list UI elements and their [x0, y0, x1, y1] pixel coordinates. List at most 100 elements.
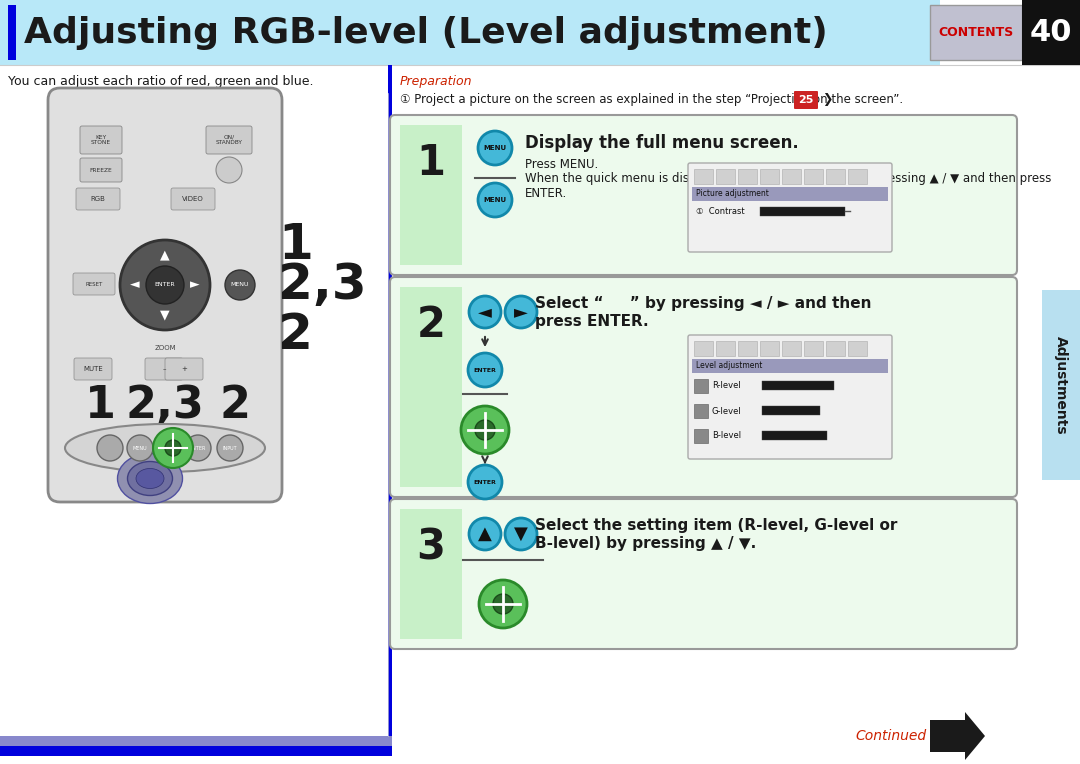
Bar — [760, 169, 779, 184]
Text: 2: 2 — [278, 311, 313, 359]
Circle shape — [469, 296, 501, 328]
Circle shape — [505, 518, 537, 550]
Text: 1: 1 — [417, 142, 446, 184]
Bar — [738, 341, 757, 356]
Text: 25: 25 — [798, 95, 813, 105]
Bar — [762, 381, 834, 390]
Circle shape — [475, 420, 495, 440]
Circle shape — [468, 465, 502, 499]
FancyBboxPatch shape — [76, 188, 120, 210]
Bar — [0, 736, 392, 746]
Text: MENU: MENU — [484, 197, 507, 203]
Circle shape — [216, 157, 242, 183]
Text: KEY
STONE: KEY STONE — [91, 134, 111, 145]
Text: 2,3: 2,3 — [125, 384, 204, 426]
Text: Press MENU.: Press MENU. — [525, 158, 598, 171]
Bar — [760, 341, 779, 356]
FancyBboxPatch shape — [80, 126, 122, 154]
FancyBboxPatch shape — [390, 499, 1017, 649]
Circle shape — [120, 240, 210, 330]
Bar — [694, 169, 713, 184]
Text: ON/
STANDBY: ON/ STANDBY — [216, 134, 242, 145]
Bar — [782, 169, 801, 184]
FancyBboxPatch shape — [688, 335, 892, 459]
Text: VIDEO: VIDEO — [183, 196, 204, 202]
Text: ZOOM: ZOOM — [154, 345, 176, 351]
Circle shape — [505, 296, 537, 328]
Circle shape — [165, 440, 181, 456]
Text: Continued: Continued — [855, 729, 927, 743]
Text: ◄: ◄ — [131, 279, 139, 292]
Circle shape — [217, 435, 243, 461]
Bar — [694, 341, 713, 356]
Ellipse shape — [127, 461, 173, 496]
Text: ①  Contrast: ① Contrast — [696, 208, 744, 216]
Circle shape — [478, 183, 512, 217]
Text: 2,3: 2,3 — [278, 261, 366, 309]
Bar — [1022, 0, 1080, 65]
Circle shape — [480, 580, 527, 628]
Text: Select the setting item (R-level, G-level or: Select the setting item (R-level, G-leve… — [535, 518, 897, 533]
Text: 1: 1 — [84, 384, 116, 426]
Circle shape — [97, 435, 123, 461]
Bar — [1042, 290, 1080, 480]
Text: G-level: G-level — [712, 406, 742, 416]
Text: FREEZE: FREEZE — [90, 167, 112, 173]
Circle shape — [185, 435, 211, 461]
Text: INPUT: INPUT — [222, 445, 238, 451]
Circle shape — [146, 266, 184, 304]
Text: When the quick menu is displayed, select “FULL MENU” by pressing ▲ / ▼ and then : When the quick menu is displayed, select… — [525, 172, 1051, 200]
FancyBboxPatch shape — [390, 115, 1017, 275]
Bar — [8, 5, 16, 60]
Text: 40: 40 — [1029, 18, 1072, 47]
Bar — [804, 169, 823, 184]
Text: RESET: RESET — [85, 283, 103, 287]
Text: ▲: ▲ — [478, 525, 491, 543]
Bar — [400, 125, 462, 265]
Text: R-level: R-level — [712, 381, 741, 390]
Circle shape — [225, 270, 255, 300]
Bar — [716, 341, 735, 356]
Polygon shape — [80, 472, 249, 485]
Text: Picture adjustment: Picture adjustment — [696, 189, 769, 199]
Text: 2: 2 — [417, 304, 445, 346]
Text: You can adjust each ratio of red, green and blue.: You can adjust each ratio of red, green … — [8, 75, 313, 88]
Text: ❯: ❯ — [822, 93, 833, 106]
Bar — [826, 341, 845, 356]
Text: ENTER: ENTER — [473, 480, 497, 484]
Text: RGB: RGB — [91, 196, 106, 202]
FancyBboxPatch shape — [390, 277, 1017, 497]
Bar — [848, 341, 867, 356]
Circle shape — [469, 518, 501, 550]
Bar — [762, 431, 827, 440]
Bar — [694, 429, 708, 443]
FancyBboxPatch shape — [794, 91, 818, 109]
Bar — [400, 509, 462, 639]
Text: ◄: ◄ — [478, 303, 491, 321]
Bar — [716, 169, 735, 184]
Bar — [738, 169, 757, 184]
Bar — [400, 287, 462, 487]
Text: ① Project a picture on the screen as explained in the step “Projection on the sc: ① Project a picture on the screen as exp… — [400, 93, 903, 106]
Bar — [762, 406, 820, 415]
Text: ▲: ▲ — [160, 248, 170, 261]
Circle shape — [127, 435, 153, 461]
Text: ►: ► — [514, 303, 528, 321]
Circle shape — [478, 131, 512, 165]
Bar — [694, 404, 708, 418]
Bar — [694, 379, 708, 393]
Text: ▼: ▼ — [514, 525, 528, 543]
Text: Preparation: Preparation — [400, 75, 473, 88]
Text: ENTER: ENTER — [190, 445, 206, 451]
Bar — [782, 341, 801, 356]
FancyBboxPatch shape — [48, 88, 282, 502]
Text: –: – — [162, 366, 165, 372]
Text: MENU: MENU — [133, 445, 147, 451]
Bar — [0, 0, 940, 65]
Text: B-level: B-level — [712, 432, 741, 441]
Bar — [692, 187, 888, 201]
Text: Level adjustment: Level adjustment — [696, 361, 762, 371]
Text: ▼: ▼ — [160, 309, 170, 322]
Text: press ENTER.: press ENTER. — [535, 314, 649, 329]
Text: 1: 1 — [278, 221, 313, 269]
